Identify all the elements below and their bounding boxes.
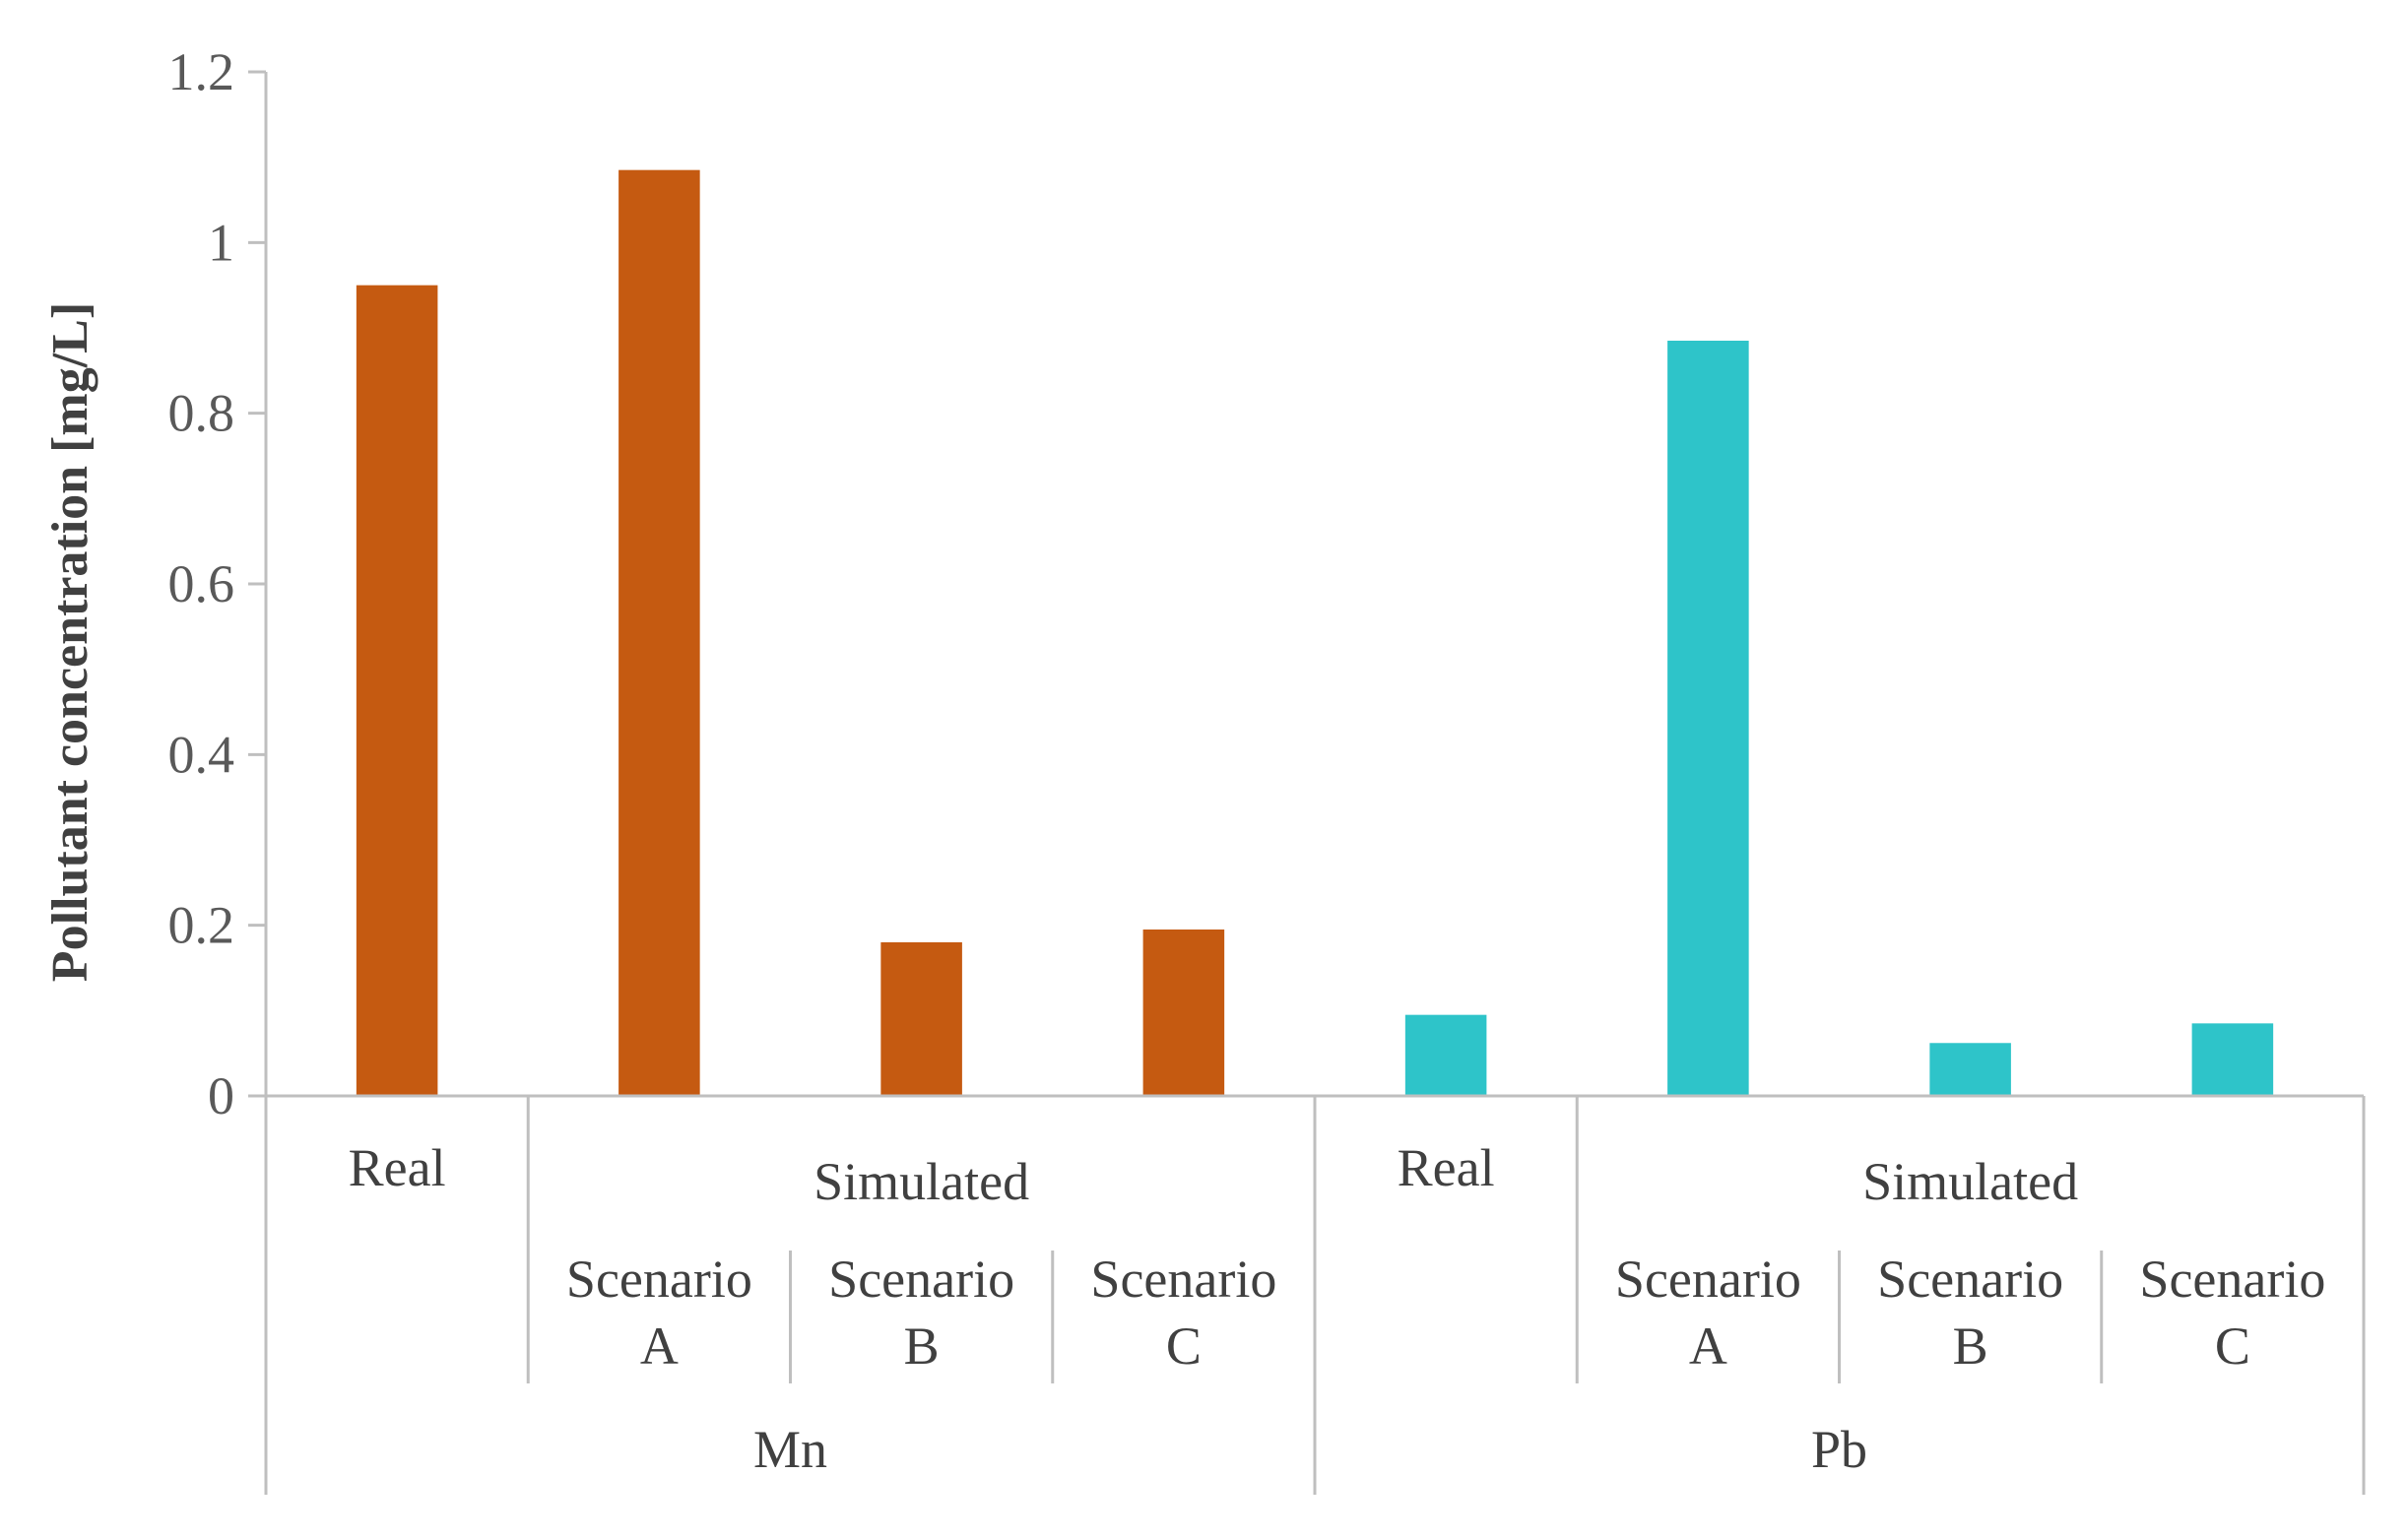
x-group-label-pb: Pb: [1811, 1420, 1867, 1479]
x-label-scenario-word: Scenario: [1090, 1250, 1276, 1309]
y-tick-label: 0.6: [168, 554, 235, 613]
y-axis-title: Pollutant concentration [mg/L]: [42, 302, 98, 982]
bars: [356, 169, 2274, 1097]
y-tick-label: 0.8: [168, 384, 235, 443]
x-label-scenario-word: Scenario: [2139, 1250, 2325, 1309]
bar-pb-scenario-a: [1667, 341, 1749, 1096]
x-label-scenario-letter: C: [2215, 1316, 2250, 1376]
x-axis: Real Simulated Scenario A Scenario B Scenario C…: [264, 1094, 2366, 1495]
x-group-label-mn: Mn: [753, 1420, 827, 1479]
x-label-simulated: Simulated: [814, 1152, 1029, 1211]
x-label-scenario: Scenario C: [2139, 1250, 2325, 1376]
x-label-simulated: Simulated: [1862, 1152, 2078, 1211]
x-label-scenario-letter: B: [904, 1316, 940, 1376]
y-axis-ticks: 0 0.2 0.4 0.6 0.8 1 1.2: [168, 42, 268, 1125]
x-label-real: Real: [349, 1138, 446, 1197]
x-label-scenario: Scenario A: [1615, 1250, 1801, 1376]
bar-mn-scenario-b: [880, 942, 962, 1096]
x-label-scenario-letter: B: [1953, 1316, 1988, 1376]
bar-pb-real: [1404, 1014, 1487, 1096]
bar-mn-real: [356, 285, 438, 1097]
y-axis-title-group: Pollutant concentration [mg/L]: [42, 302, 98, 982]
x-label-scenario: Scenario B: [1877, 1250, 2063, 1376]
y-tick-label: 1.2: [168, 42, 235, 101]
y-tick-label: 0.4: [168, 725, 235, 784]
x-label-scenario-letter: A: [640, 1316, 679, 1376]
y-tick-label: 0.2: [168, 896, 235, 955]
x-label-scenario-word: Scenario: [1877, 1250, 2063, 1309]
x-label-scenario-letter: C: [1166, 1316, 1202, 1376]
x-label-scenario: Scenario B: [828, 1250, 1014, 1376]
x-label-scenario: Scenario A: [566, 1250, 752, 1376]
bar-pb-scenario-c: [2191, 1023, 2274, 1096]
y-tick-label: 0: [208, 1066, 234, 1125]
x-label-scenario-word: Scenario: [828, 1250, 1014, 1309]
x-label-scenario-letter: A: [1689, 1316, 1727, 1376]
bar-mn-scenario-a: [618, 169, 700, 1096]
x-label-scenario: Scenario C: [1090, 1250, 1276, 1376]
bar-pb-scenario-b: [1929, 1043, 2011, 1096]
x-label-scenario-word: Scenario: [566, 1250, 752, 1309]
x-label-scenario-word: Scenario: [1615, 1250, 1801, 1309]
x-label-real: Real: [1398, 1138, 1495, 1197]
y-tick-label: 1: [208, 213, 234, 272]
bar-mn-scenario-c: [1142, 930, 1225, 1096]
